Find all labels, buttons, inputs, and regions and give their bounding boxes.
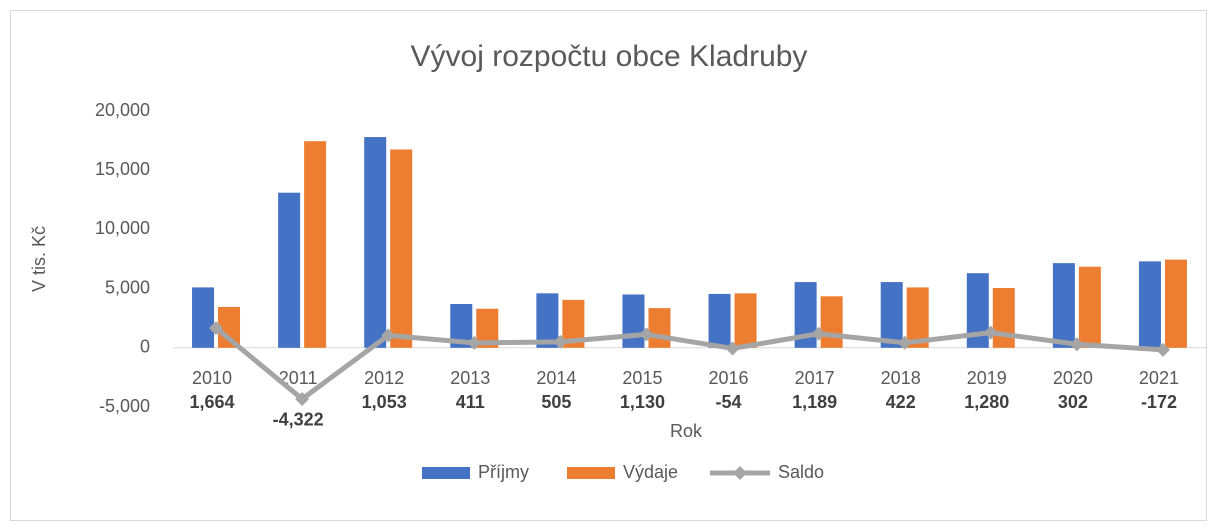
bar	[476, 308, 499, 348]
legend-marker	[733, 466, 747, 480]
x-tick-label: 2019	[967, 368, 1007, 388]
bar	[622, 294, 645, 348]
y-tick-label: 5,000	[105, 277, 150, 297]
data-label: 411	[456, 392, 485, 412]
line	[214, 326, 1164, 402]
data-label: 1,130	[620, 392, 665, 412]
y-tick-label: -5,000	[99, 396, 150, 416]
line-marker	[897, 335, 912, 350]
bar	[880, 282, 903, 348]
data-label: -4,322	[273, 410, 324, 430]
y-tick-label: 0	[140, 337, 150, 357]
y-tick-label: 15,000	[95, 159, 150, 179]
bar	[364, 137, 387, 348]
line-marker	[983, 325, 998, 340]
bar	[992, 288, 1015, 348]
bar	[1164, 259, 1187, 348]
bar	[708, 293, 731, 348]
bar	[734, 293, 757, 348]
chart-title: Vývoj rozpočtu obce Kladruby	[411, 40, 808, 73]
bar	[304, 141, 327, 348]
data-label: 302	[1058, 392, 1088, 412]
data-label: 1,280	[964, 392, 1009, 412]
bar	[1052, 263, 1075, 348]
x-tick-label: 2012	[364, 368, 404, 388]
x-tick-label: 2013	[450, 368, 490, 388]
bar	[536, 293, 559, 348]
data-label: -54	[716, 392, 742, 412]
x-tick-label: 2016	[709, 368, 749, 388]
line-marker	[209, 321, 224, 336]
x-tick-label: 2011	[279, 368, 318, 388]
y-axis-title: V tis. Kč	[29, 226, 49, 292]
line-marker	[467, 335, 482, 350]
line-marker	[725, 341, 740, 356]
x-tick-label: 2010	[192, 368, 232, 388]
x-tick-label: 2020	[1053, 368, 1093, 388]
bar	[562, 299, 585, 348]
bar	[648, 308, 671, 348]
bar	[820, 296, 843, 348]
bar	[1078, 266, 1101, 348]
chart-border	[10, 10, 1207, 521]
line-marker	[1069, 337, 1084, 352]
line-marker	[381, 328, 396, 343]
x-tick-label: 2015	[622, 368, 662, 388]
bar	[1138, 261, 1161, 348]
line-marker	[553, 334, 568, 349]
data-label: 1,189	[792, 392, 837, 412]
bar	[906, 287, 929, 348]
line-marker	[811, 326, 826, 341]
bar	[192, 287, 215, 348]
data-label: 1,664	[190, 392, 235, 412]
legend-swatch	[567, 467, 615, 479]
bar	[278, 192, 301, 348]
legend-label: Saldo	[778, 462, 824, 482]
line-marker	[295, 391, 310, 406]
data-label: 1,053	[362, 392, 407, 412]
data-label: 422	[886, 392, 916, 412]
y-tick-label: 20,000	[95, 100, 150, 120]
legend-swatch	[422, 467, 470, 479]
bar	[794, 282, 817, 348]
x-axis-title: Rok	[670, 421, 703, 441]
legend-label: Příjmy	[478, 462, 529, 482]
x-tick-label: 2018	[881, 368, 921, 388]
x-tick-label: 2014	[536, 368, 576, 388]
bar	[390, 149, 413, 348]
bar	[218, 306, 241, 348]
bar	[966, 273, 989, 348]
x-tick-label: 2021	[1139, 368, 1179, 388]
bar	[450, 303, 473, 348]
line-marker	[1155, 342, 1170, 357]
x-tick-label: 2017	[795, 368, 835, 388]
y-tick-label: 10,000	[95, 218, 150, 238]
legend-label: Výdaje	[623, 462, 678, 482]
data-label: -172	[1141, 392, 1177, 412]
line-marker	[639, 327, 654, 342]
data-label: 505	[541, 392, 571, 412]
